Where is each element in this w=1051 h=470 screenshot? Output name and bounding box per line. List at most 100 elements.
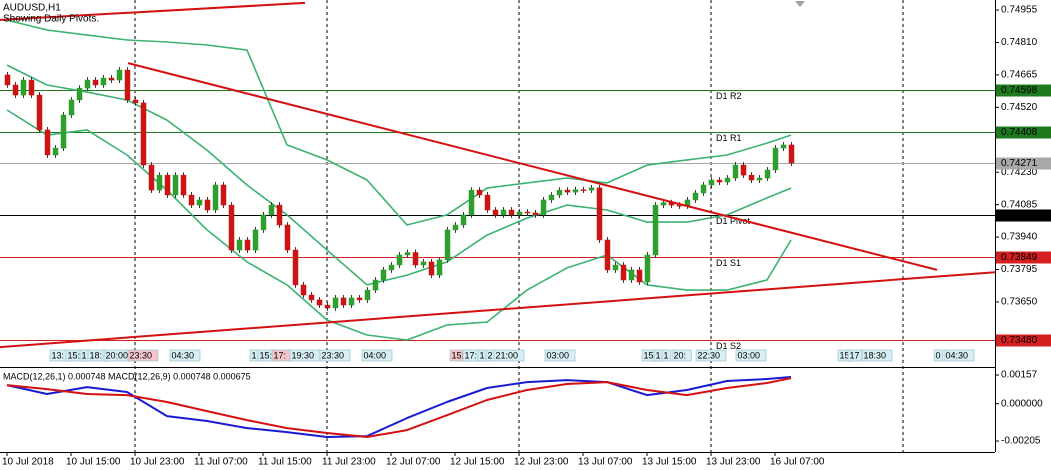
pivot-price-label: 0.74408 <box>1001 127 1038 138</box>
price-pane: D1 R2 D1 R1 D1 Pivot D1 S1 D1 S2 <box>0 1 995 351</box>
y2-tick-label: 0.00157 <box>1001 370 1038 381</box>
candle-body <box>484 194 491 211</box>
session-label: 15: <box>260 350 273 360</box>
candle-body <box>364 289 371 301</box>
session-label: 19:30 <box>292 350 315 360</box>
candle-body <box>748 174 755 181</box>
candle-body <box>412 252 419 266</box>
y-tick-label: 0.74955 <box>1001 5 1038 16</box>
x-tick-label: 10 Jul 2018 <box>2 457 54 468</box>
candle-body <box>620 264 627 281</box>
session-box <box>695 349 727 362</box>
session-label: 1 <box>252 350 257 360</box>
y2-tick-label: 0.000000 <box>1001 398 1043 409</box>
candle-body <box>428 261 435 276</box>
candle-body <box>604 239 611 271</box>
candle-body <box>420 261 427 266</box>
candle-body <box>356 297 363 301</box>
candle-body <box>404 252 411 256</box>
macd-line <box>6 377 792 438</box>
session-label: 04:00 <box>364 350 387 360</box>
candle-body <box>340 297 347 306</box>
candle-body <box>692 192 699 201</box>
session-box <box>127 349 159 362</box>
session-label: 15: <box>68 350 81 360</box>
candle-body <box>548 194 555 201</box>
candle-body <box>300 284 307 296</box>
x-tick-label: 12 Jul 07:00 <box>386 457 441 468</box>
trendline <box>127 62 938 271</box>
candle-body <box>132 99 139 104</box>
session-label: 23:30 <box>130 350 153 360</box>
pivot-label: D1 Pivot <box>716 216 751 226</box>
candle-body <box>236 239 243 251</box>
session-box <box>943 349 975 362</box>
candle-body <box>372 279 379 291</box>
candle-body <box>108 77 115 81</box>
candle-body <box>612 264 619 271</box>
y2-tick-label: -0.00205 <box>1001 436 1041 447</box>
candle-body <box>268 204 275 216</box>
candle-body <box>572 189 579 193</box>
x-tick-label: 13 Jul 23:00 <box>706 457 761 468</box>
candle-body <box>732 164 739 179</box>
pivot-label: D1 R2 <box>716 91 742 101</box>
session-label: 1 <box>656 350 661 360</box>
session-box <box>661 349 671 362</box>
candle-body <box>28 79 35 96</box>
candle-body <box>396 254 403 266</box>
candle-body <box>172 174 179 196</box>
session-label: 18: <box>90 350 103 360</box>
candle-body <box>308 294 315 301</box>
candle-body <box>260 214 267 231</box>
chart-title: AUDUSD,H1 <box>3 3 61 14</box>
candle-body <box>388 264 395 271</box>
y-tick-label: 0.74520 <box>1001 102 1038 113</box>
candle-body <box>196 199 203 206</box>
candle-body <box>20 79 27 96</box>
pivot-price-box <box>996 209 1051 222</box>
session-label: 0 <box>936 350 941 360</box>
session-label: 22:30 <box>698 350 721 360</box>
y-tick-label: 0.73795 <box>1001 264 1038 275</box>
candle-body <box>644 254 651 283</box>
session-label: 15: <box>644 350 657 360</box>
x-tick-label: 10 Jul 15:00 <box>66 457 121 468</box>
session-label: 23:30 <box>322 350 345 360</box>
chart-subtitle: Showing Daily Pivots. <box>3 14 99 25</box>
candle-body <box>220 184 227 206</box>
session-box <box>933 349 943 362</box>
candle-body <box>164 174 171 196</box>
candle-body <box>596 187 603 241</box>
candle-body <box>76 87 83 101</box>
pivot-price-label: 0.74039 <box>1001 210 1038 221</box>
candle-body <box>116 69 123 81</box>
candle-body <box>724 177 731 183</box>
candle-body <box>380 269 387 281</box>
candle-body <box>348 297 355 306</box>
candle-body <box>36 94 43 131</box>
session-label: 20: <box>674 350 687 360</box>
candle-body <box>12 84 19 96</box>
candle-body <box>772 147 779 171</box>
candle-body <box>492 209 499 216</box>
candle-body <box>84 79 91 89</box>
x-tick-label: 11 Jul 07:00 <box>194 457 248 468</box>
candle-body <box>188 194 195 206</box>
candle-body <box>92 79 99 86</box>
candle-body <box>532 212 539 216</box>
y-tick-label: 0.74230 <box>1001 167 1038 178</box>
trendline <box>0 271 995 349</box>
session-label: 2 <box>488 350 493 360</box>
candle-body <box>204 199 211 211</box>
candle-body <box>588 187 595 191</box>
session-box <box>735 349 767 362</box>
y-tick-label: 0.73650 <box>1001 297 1038 308</box>
candle-body <box>460 214 467 226</box>
session-box <box>544 349 576 362</box>
candle-body <box>212 184 219 211</box>
candle-body <box>516 211 523 216</box>
session-label: 15 <box>840 350 850 360</box>
